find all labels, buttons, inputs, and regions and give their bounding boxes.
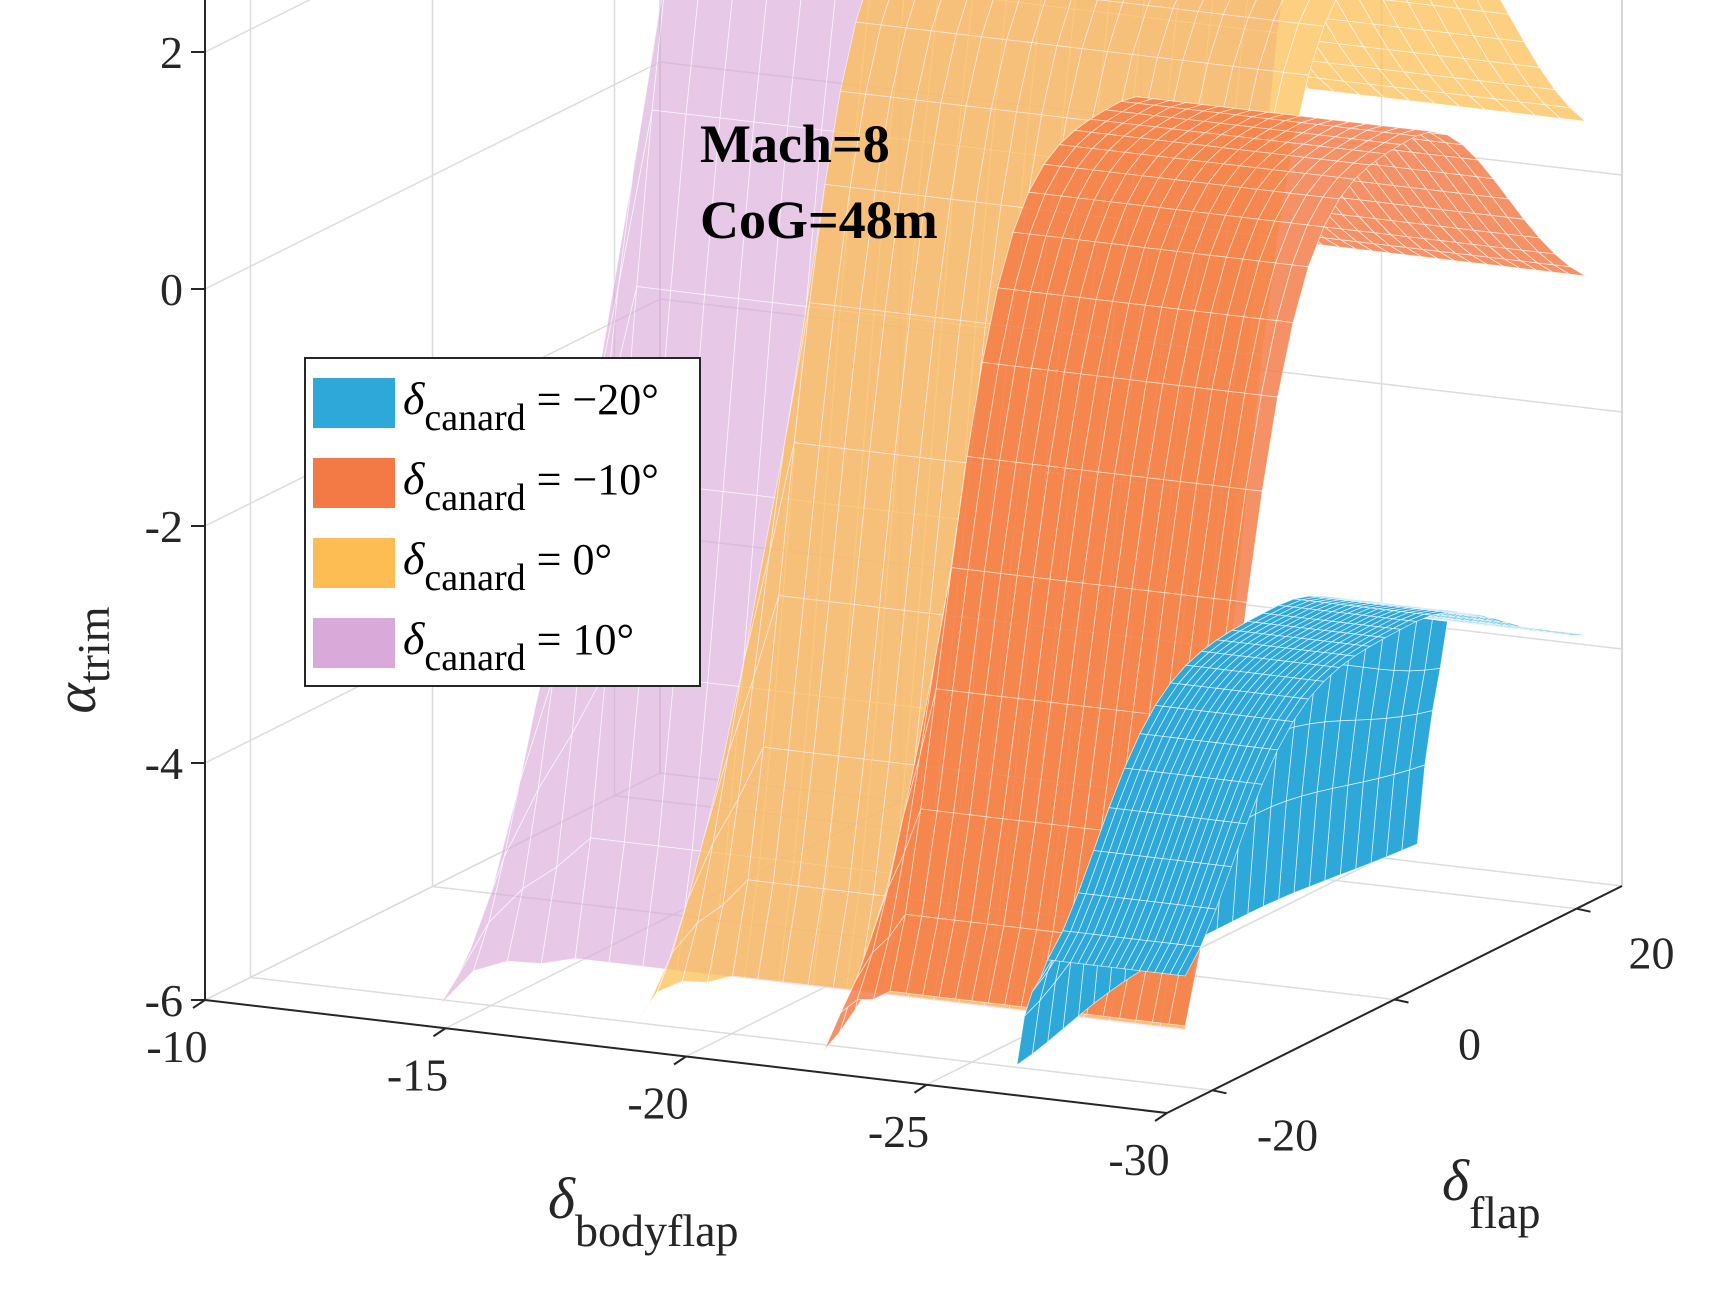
legend-symbol: δ bbox=[403, 533, 425, 584]
legend-swatch bbox=[313, 458, 395, 508]
axes-layer: -10-15-20-25-30-200206420-2-4-6 bbox=[145, 0, 1675, 1185]
x-tick-label: -30 bbox=[1108, 1134, 1169, 1185]
legend-value: = 0° bbox=[526, 535, 612, 584]
svg-text:δcanard = 0°: δcanard = 0° bbox=[403, 533, 612, 599]
y-tick bbox=[1576, 907, 1591, 913]
x-tick bbox=[913, 1083, 928, 1094]
x-tick bbox=[673, 1055, 687, 1066]
legend-item: δcanard = −20° bbox=[313, 373, 659, 439]
svg-text:δflap: δflap bbox=[1442, 1148, 1540, 1238]
legend-swatch bbox=[313, 378, 395, 428]
svg-text:δcanard = −20°: δcanard = −20° bbox=[403, 373, 659, 439]
y-tick-label: -20 bbox=[1257, 1109, 1318, 1160]
legend-symbol: δ bbox=[403, 453, 425, 504]
grid-line bbox=[204, 0, 311, 53]
surface bbox=[1016, 595, 1586, 1066]
y-tick-label: 20 bbox=[1629, 928, 1675, 979]
z-tick-label: 0 bbox=[160, 264, 183, 315]
z-tick-label: -4 bbox=[145, 738, 183, 789]
surface-facet bbox=[753, 0, 802, 127]
x-tick-label: -15 bbox=[387, 1049, 448, 1100]
y-tick bbox=[1212, 1089, 1227, 1095]
surface-facet bbox=[1476, 0, 1510, 15]
x-tick-label: -10 bbox=[146, 1021, 207, 1072]
x-tick bbox=[192, 999, 206, 1009]
svg-text:δcanard = −10°: δcanard = −10° bbox=[403, 453, 659, 519]
svg-text:δbodyflap: δbodyflap bbox=[548, 1166, 738, 1256]
legend-value: = −20° bbox=[526, 375, 659, 424]
legend-swatch bbox=[313, 618, 395, 668]
x-tick bbox=[432, 1027, 447, 1038]
legend-sub: canard bbox=[424, 397, 525, 439]
z-axis-label: αtrim bbox=[43, 606, 119, 713]
legend-value: = 10° bbox=[526, 615, 634, 664]
legend-symbol: δ bbox=[403, 373, 425, 424]
y-axis-label-symbol: δ bbox=[1442, 1148, 1470, 1213]
legend-sub: canard bbox=[424, 557, 525, 599]
z-tick-label: 2 bbox=[160, 27, 183, 78]
surface-facet bbox=[1176, 945, 1202, 977]
x-tick bbox=[1154, 1112, 1168, 1122]
legend: δcanard = −20° δcanard = −10° δcanard = … bbox=[304, 357, 701, 687]
z-tick-label: -2 bbox=[145, 501, 183, 552]
surface-facet bbox=[685, 0, 733, 119]
svg-text:δcanard = 10°: δcanard = 10° bbox=[403, 613, 634, 679]
z-tick-label: -6 bbox=[145, 975, 183, 1026]
x-axis-label-sub: bodyflap bbox=[575, 1205, 739, 1256]
y-tick-label: 0 bbox=[1458, 1019, 1481, 1070]
grid-line bbox=[250, 976, 1213, 1092]
annotation-line-2: CoG=48m bbox=[700, 190, 938, 250]
legend-item: δcanard = 0° bbox=[313, 533, 612, 599]
y-axis-label-sub: flap bbox=[1469, 1187, 1541, 1238]
x-tick-label: -20 bbox=[627, 1078, 688, 1129]
x-tick-label: -25 bbox=[868, 1106, 929, 1157]
x-axis-label: δbodyflap bbox=[548, 1166, 738, 1256]
z-axis-label-symbol: α bbox=[43, 682, 108, 714]
legend-swatch bbox=[313, 538, 395, 588]
surface-facet bbox=[651, 0, 699, 115]
legend-sub: canard bbox=[424, 477, 525, 519]
legend-item: δcanard = −10° bbox=[313, 453, 659, 519]
y-tick bbox=[1394, 998, 1409, 1004]
y-axis-label: δflap bbox=[1442, 1148, 1540, 1238]
x-axis-label-symbol: δ bbox=[548, 1166, 576, 1231]
legend-value: = −10° bbox=[526, 455, 659, 504]
annotation: Mach=8 CoG=48m bbox=[700, 114, 938, 250]
annotation-line-1: Mach=8 bbox=[700, 114, 890, 174]
z-axis-label-sub: trim bbox=[68, 606, 119, 683]
svg-text:αtrim: αtrim bbox=[43, 606, 119, 713]
legend-symbol: δ bbox=[403, 613, 425, 664]
surface-layer bbox=[439, 0, 1587, 1066]
surface-facet bbox=[719, 0, 767, 123]
legend-item: δcanard = 10° bbox=[313, 613, 634, 679]
legend-sub: canard bbox=[424, 637, 525, 679]
